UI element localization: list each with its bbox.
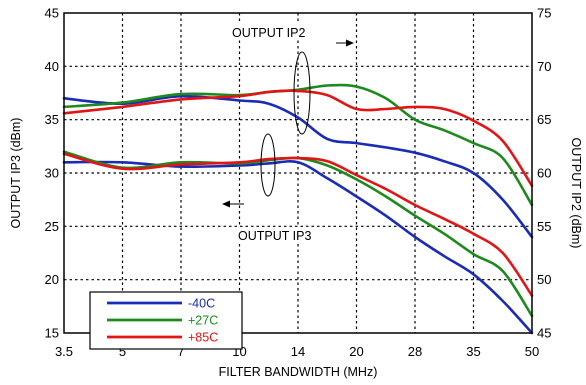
x-tick-label: 35 [466, 344, 480, 359]
x-tick-label: 28 [408, 344, 422, 359]
x-tick-label: 3.5 [55, 344, 73, 359]
series-line-ip2-minus40c [62, 94, 534, 239]
y-tick-label-left: 30 [45, 166, 59, 181]
x-tick-label: 14 [291, 344, 305, 359]
annotations: OUTPUT IP2 OUTPUT IP3 [222, 24, 354, 243]
x-tick-label: 20 [349, 344, 363, 359]
annotation-ip3-bg [234, 227, 338, 243]
y-tick-label-right: 65 [537, 112, 551, 127]
x-axis-title: FILTER BANDWIDTH (MHz) [219, 365, 378, 379]
y-axis-left-title: OUTPUT IP3 (dBm) [9, 118, 23, 229]
annotation-ip3-ellipse [260, 133, 276, 197]
annotation-ip2-label: OUTPUT IP2 [232, 26, 305, 40]
series-line-ip3-plus27c [62, 150, 534, 318]
legend: -40C +27C +85C [89, 291, 243, 350]
grid-lines [64, 13, 532, 333]
y-tick-label-left: 35 [45, 112, 59, 127]
annotation-ip2-bg [228, 24, 324, 40]
series-line-ip3-minus40c [62, 160, 534, 335]
legend-label-minus40c: -40C [188, 297, 215, 311]
y-tick-label-left: 45 [45, 6, 59, 21]
y-axis-right-title: OUTPUT IP2 (dBm) [569, 138, 583, 249]
x-tick-label: 5 [119, 344, 126, 359]
y-tick-label-right: 45 [537, 326, 551, 341]
annotation-ip2-arrow [336, 39, 354, 47]
y-tick-label-left: 20 [45, 272, 59, 287]
y-tick-label-right: 70 [537, 59, 551, 74]
annotation-ip3-arrow [222, 200, 244, 208]
legend-label-plus85c: +85C [188, 331, 218, 345]
annotation-ip2-ellipse [293, 51, 311, 135]
legend-label-plus27c: +27C [188, 314, 218, 328]
y-tick-label-right: 75 [537, 6, 551, 21]
y-tick-label-right: 55 [537, 219, 551, 234]
series-curves [62, 83, 534, 335]
y-tick-label-right: 50 [537, 272, 551, 287]
x-tick-label: 7 [177, 344, 184, 359]
series-line-ip3-plus85c [62, 152, 534, 297]
annotation-ip3-label: OUTPUT IP3 [238, 229, 311, 243]
y-tick-label-left: 25 [45, 219, 59, 234]
tick-labels: 3.5 5 7 10 14 20 28 35 5015202530354045455055606… [45, 6, 552, 360]
y-tick-label-left: 15 [45, 326, 59, 341]
series-line-ip2-plus27c [62, 83, 534, 207]
plot-frame [63, 12, 533, 334]
x-tick-label: 50 [525, 344, 539, 359]
y-tick-label-left: 40 [45, 59, 59, 74]
y-tick-label-right: 60 [537, 166, 551, 181]
series-line-ip2-plus85c [62, 89, 534, 188]
